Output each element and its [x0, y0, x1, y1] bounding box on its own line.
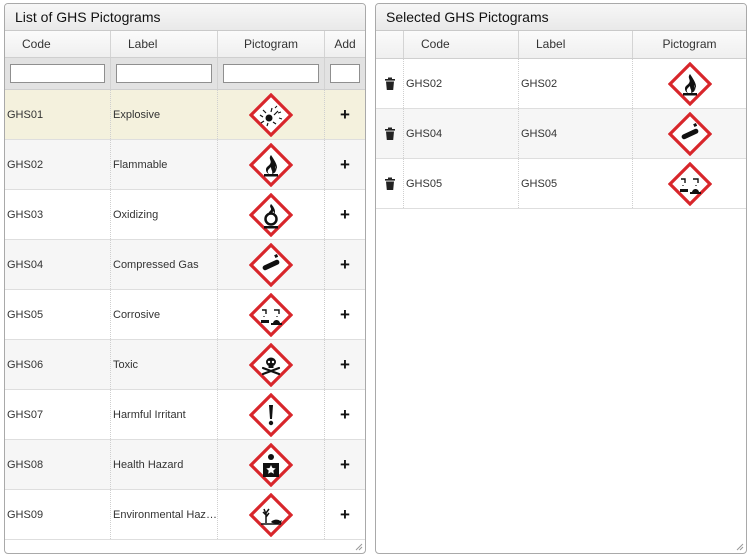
table-row[interactable]: GHS02 Flammable + [5, 140, 365, 190]
selected-header-row: Code Label Pictogram [376, 31, 746, 59]
column-header-label[interactable]: Label [111, 31, 218, 57]
corrosion-pictogram-icon [249, 293, 293, 337]
filter-row [5, 58, 365, 90]
label-filter-input[interactable] [116, 64, 212, 83]
table-row[interactable]: GHS04 GHS04 [376, 109, 746, 159]
flame-pictogram-icon [249, 143, 293, 187]
table-row[interactable]: GHS06 Toxic + [5, 340, 365, 390]
row-code: GHS07 [5, 390, 111, 439]
add-button[interactable]: + [340, 105, 350, 124]
selected-ghs-title: Selected GHS Pictograms [376, 4, 746, 31]
gas-cylinder-pictogram-icon [668, 112, 712, 156]
row-label: Explosive [113, 108, 161, 121]
flame-pictogram-icon [668, 62, 712, 106]
column-header-add[interactable]: Add [334, 37, 356, 51]
row-code: GHS05 [404, 159, 519, 208]
flame-over-circle-pictogram-icon [249, 193, 293, 237]
row-code: GHS02 [5, 140, 111, 189]
table-row[interactable]: GHS09 Environmental Hazard + [5, 490, 365, 540]
table-row[interactable]: GHS03 Oxidizing + [5, 190, 365, 240]
table-row[interactable]: GHS01 Explosive + [5, 90, 365, 140]
code-filter-input[interactable] [10, 64, 105, 83]
row-code: GHS02 [404, 59, 519, 108]
row-label: Corrosive [113, 308, 161, 321]
add-button[interactable]: + [340, 205, 350, 224]
column-header-code[interactable]: Code [5, 31, 111, 57]
row-label: Flammable [113, 158, 168, 171]
explosive-pictogram-icon [249, 93, 293, 137]
environment-pictogram-icon [249, 493, 293, 537]
table-row[interactable]: GHS07 Harmful Irritant + [5, 390, 365, 440]
add-button[interactable]: + [340, 355, 350, 374]
row-label: GHS04 [519, 109, 633, 158]
row-label: Compressed Gas [113, 258, 199, 271]
pictogram-filter-input[interactable] [223, 64, 319, 83]
add-button[interactable]: + [340, 455, 350, 474]
row-code: GHS04 [404, 109, 519, 158]
column-header-pictogram[interactable]: Pictogram [218, 31, 325, 57]
row-label: Harmful Irritant [113, 408, 186, 421]
row-label: GHS02 [519, 59, 633, 108]
row-label: GHS05 [519, 159, 633, 208]
table-row[interactable]: GHS08 Health Hazard + [5, 440, 365, 490]
row-code: GHS09 [5, 490, 111, 539]
ghs-list-panel: List of GHS Pictograms Code Label Pictog… [4, 3, 366, 554]
row-code: GHS03 [5, 190, 111, 239]
health-hazard-pictogram-icon [249, 443, 293, 487]
row-code: GHS01 [5, 90, 111, 139]
gas-cylinder-pictogram-icon [249, 243, 293, 287]
trash-icon[interactable] [384, 77, 396, 91]
table-row[interactable]: GHS05 GHS05 [376, 159, 746, 209]
ghs-list-body: GHS01 Explosive + GHS02 Flammable + GHS0… [5, 90, 365, 540]
row-label: Environmental Hazard [113, 508, 217, 521]
add-filter-input[interactable] [330, 64, 360, 83]
add-button[interactable]: + [340, 405, 350, 424]
table-row[interactable]: GHS04 Compressed Gas + [5, 240, 365, 290]
row-code: GHS08 [5, 440, 111, 489]
add-button[interactable]: + [340, 255, 350, 274]
row-code: GHS05 [5, 290, 111, 339]
row-label: Oxidizing [113, 208, 159, 221]
selected-list-body: GHS02 GHS02 GHS04 GHS04 GHS05 GHS05 [376, 59, 746, 209]
column-header-code[interactable]: Code [404, 31, 519, 58]
selected-ghs-panel: Selected GHS Pictograms Code Label Picto… [375, 3, 747, 554]
ghs-list-title: List of GHS Pictograms [5, 4, 365, 31]
table-row[interactable]: GHS02 GHS02 [376, 59, 746, 109]
corrosion-pictogram-icon [668, 162, 712, 206]
exclamation-pictogram-icon [249, 393, 293, 437]
table-row[interactable]: GHS05 Corrosive + [5, 290, 365, 340]
column-header-label[interactable]: Label [519, 31, 633, 58]
ghs-list-header-row: Code Label Pictogram Add [5, 31, 365, 58]
column-header-pictogram[interactable]: Pictogram [662, 37, 717, 51]
resize-grip-icon[interactable] [734, 541, 744, 551]
add-button[interactable]: + [340, 505, 350, 524]
trash-icon[interactable] [384, 127, 396, 141]
row-code: GHS04 [5, 240, 111, 289]
resize-grip-icon[interactable] [353, 541, 363, 551]
row-label: Health Hazard [113, 458, 184, 471]
add-button[interactable]: + [340, 155, 350, 174]
row-label: Toxic [113, 358, 139, 371]
column-header-action [376, 31, 404, 58]
add-button[interactable]: + [340, 305, 350, 324]
skull-crossbones-pictogram-icon [249, 343, 293, 387]
row-code: GHS06 [5, 340, 111, 389]
trash-icon[interactable] [384, 177, 396, 191]
